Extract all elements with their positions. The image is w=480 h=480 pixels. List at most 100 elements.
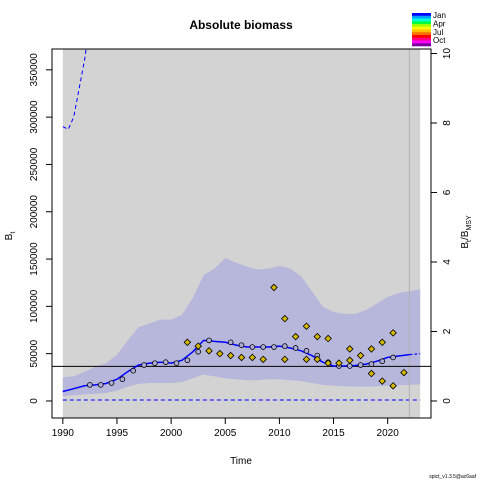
index-point xyxy=(141,362,147,368)
index-point xyxy=(292,345,299,351)
index-point xyxy=(152,360,158,366)
y-axis-title-sub: t xyxy=(10,232,17,234)
index-diamond xyxy=(226,351,235,360)
index-point xyxy=(206,337,212,344)
legend-color-swatch xyxy=(412,24,431,28)
x-axis-title: Time xyxy=(230,456,252,467)
index-diamond xyxy=(248,353,257,362)
index-diamond xyxy=(356,351,365,360)
y-tick-label: 150000 xyxy=(29,242,40,276)
x-tick-label: 2000 xyxy=(160,428,183,439)
index-diamond xyxy=(302,355,311,364)
y-tick-label: 200000 xyxy=(29,195,40,229)
y-tick-label: 50000 xyxy=(29,339,40,367)
y2-tick-label: 4 xyxy=(442,259,453,265)
y2-axis-title-sub1: t xyxy=(466,240,473,242)
index-point xyxy=(119,376,126,383)
legend-color-swatch xyxy=(412,26,431,30)
y-tick-label: 250000 xyxy=(29,147,40,181)
index-diamond xyxy=(270,283,278,292)
y2-tick-label: 2 xyxy=(442,328,453,334)
index-diamond xyxy=(194,342,202,350)
index-diamond xyxy=(389,382,397,390)
chart-title: Absolute biomass xyxy=(189,18,293,32)
index-diamond xyxy=(367,345,376,353)
legend-label: Apr xyxy=(433,19,446,28)
axes: 1990 1995 2000 2005 2010 2015 2020050000100000… xyxy=(29,48,453,439)
x-tick-label: 1995 xyxy=(106,428,129,439)
index-diamond xyxy=(281,355,289,364)
legend-color-swatch xyxy=(412,35,431,39)
legend-label: Jul xyxy=(433,28,443,37)
legend-label: Jan xyxy=(433,11,446,20)
index-diamond xyxy=(313,332,322,341)
biomass-forecast-line xyxy=(409,353,421,356)
index-point xyxy=(379,358,386,365)
index-point xyxy=(108,380,115,386)
y-tick-label: 0 xyxy=(29,398,40,404)
legend-color-swatch xyxy=(412,40,431,44)
y2-axis-title-main: B xyxy=(460,242,471,249)
index-diamond xyxy=(291,332,300,341)
y2-tick-label: 10 xyxy=(442,48,453,60)
y-axis-title: Bt xyxy=(4,232,17,241)
x-tick-label: 1990 xyxy=(52,428,75,439)
index-diamond xyxy=(367,369,376,378)
y-tick-label: 100000 xyxy=(29,289,40,323)
y2-axis-title-mid: /B xyxy=(460,230,471,240)
index-point xyxy=(97,382,104,388)
legend-color-swatch xyxy=(412,15,431,19)
legend-color-swatch xyxy=(412,18,431,22)
index-point xyxy=(130,367,137,374)
legend-label: Oct xyxy=(433,36,446,45)
plot-content xyxy=(52,49,431,418)
index-diamond xyxy=(216,349,224,358)
legend-color-swatch xyxy=(412,21,431,25)
index-diamond xyxy=(400,368,408,377)
index-point xyxy=(282,343,288,349)
index-point xyxy=(162,359,169,365)
y2-tick-label: 8 xyxy=(442,120,453,126)
y-axis-title-main: B xyxy=(4,233,15,240)
index-diamond xyxy=(324,359,332,367)
legend-color-swatch xyxy=(412,43,431,47)
index-point xyxy=(238,342,245,348)
index-diamond xyxy=(259,355,267,364)
x-tick-label: 2010 xyxy=(268,428,291,439)
index-point xyxy=(173,360,180,366)
index-diamond xyxy=(346,356,354,365)
index-point xyxy=(260,344,266,350)
index-point xyxy=(303,348,310,354)
index-diamond xyxy=(335,359,343,367)
index-point xyxy=(368,361,375,367)
index-diamond xyxy=(302,322,311,330)
index-diamond xyxy=(324,334,332,343)
legend-color-swatch xyxy=(412,13,431,17)
index-diamond xyxy=(237,353,246,362)
index-diamond xyxy=(378,377,387,385)
index-point xyxy=(87,382,93,388)
y-tick-label: 350000 xyxy=(29,53,40,87)
index-diamond xyxy=(183,338,192,347)
y2-axis-title-sub2: MSY xyxy=(466,215,473,231)
index-point xyxy=(357,362,364,368)
x-tick-label: 2020 xyxy=(377,428,400,439)
y2-tick-label: 0 xyxy=(442,398,453,404)
index-diamond xyxy=(313,355,322,364)
index-diamond xyxy=(205,347,213,355)
legend-color-swatch xyxy=(412,29,431,33)
x-tick-label: 2015 xyxy=(322,428,345,439)
x-tick-label: 2005 xyxy=(214,428,237,439)
plot-frame xyxy=(51,48,432,419)
plot-area xyxy=(52,49,431,418)
index-point xyxy=(249,344,256,350)
index-point xyxy=(271,344,277,350)
index-point xyxy=(195,348,201,355)
y2-axis-title: Bt/BMSY xyxy=(460,215,473,249)
index-point xyxy=(227,339,234,346)
legend-color-swatch xyxy=(412,37,431,41)
index-diamond xyxy=(346,345,354,353)
index-diamond xyxy=(378,338,387,347)
